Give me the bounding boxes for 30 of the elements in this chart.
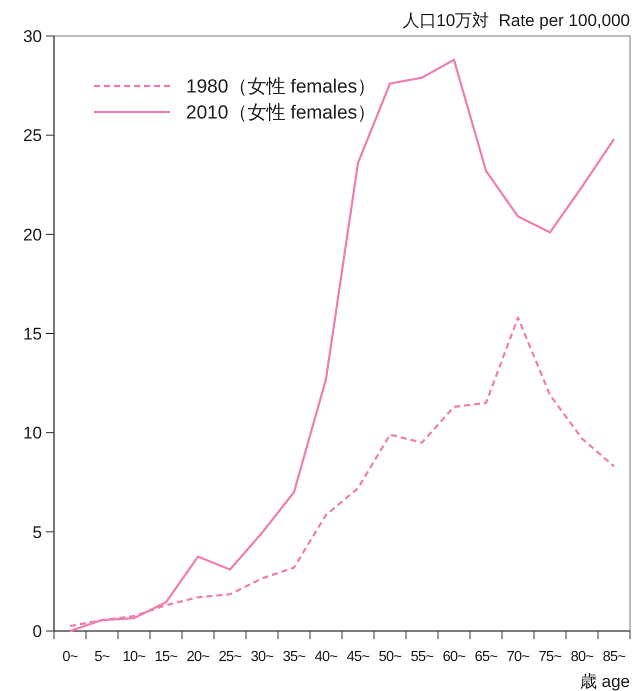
y-axis-title: 人口10万対 Rate per 100,000 [402,11,630,30]
y-tick-label: 5 [32,522,42,542]
x-tick-label: 40~ [314,649,338,665]
x-tick-label: 75~ [538,649,562,665]
x-tick-label: 35~ [282,649,306,665]
y-tick-label: 25 [23,126,42,146]
x-tick-label: 45~ [346,649,370,665]
y-tick-label: 30 [23,26,42,46]
x-tick-label: 0~ [62,649,78,665]
x-axis-title: 歳 age [580,672,630,691]
x-tick-label: 85~ [602,649,626,665]
line-series [68,58,616,632]
x-tick-label: 5~ [94,649,110,665]
x-tick-label: 10~ [122,649,146,665]
x-tick-label: 60~ [442,649,466,665]
x-tick-label: 55~ [410,649,434,665]
y-tick-label: 0 [32,622,42,641]
y-tick-label: 15 [23,324,42,344]
x-tick-label: 80~ [570,649,594,665]
x-tick-label: 70~ [506,649,530,665]
x-tick-label: 15~ [154,649,178,665]
x-tick-label: 25~ [218,649,242,665]
legend-label: 2010（女性 females） [186,102,376,124]
x-tick-label: 65~ [474,649,498,665]
x-tick-label: 20~ [186,649,210,665]
x-tick-label: 50~ [378,649,402,665]
y-tick-label: 20 [23,225,42,244]
legend-label: 1980（女性 females） [186,76,376,98]
y-tick-label: 10 [23,424,42,443]
x-tick-label: 30~ [250,649,274,665]
